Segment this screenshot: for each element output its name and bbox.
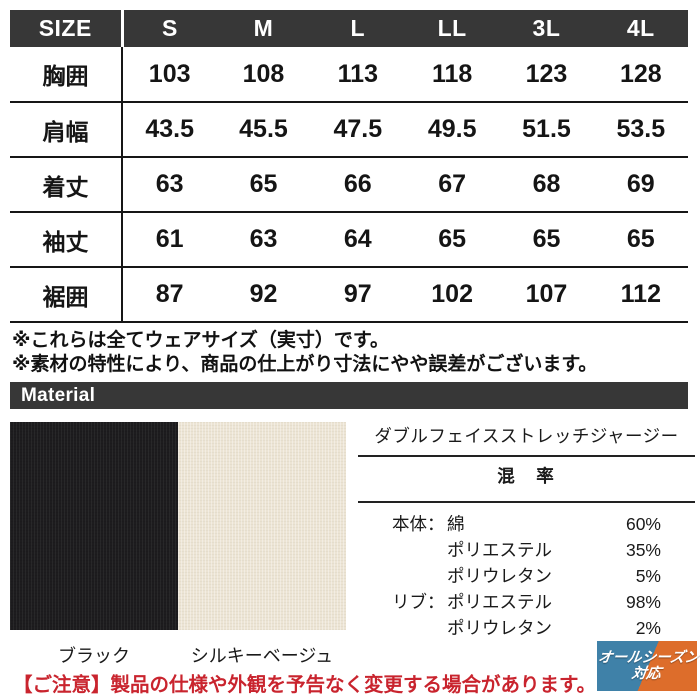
size-column-header: L bbox=[310, 10, 405, 47]
composition-percent: 60% bbox=[625, 514, 661, 534]
composition-percent: 5% bbox=[635, 566, 661, 586]
composition-material: ポリウレタン bbox=[447, 618, 552, 638]
size-note-line: ※これらは全てウェアサイズ（実寸）です。 bbox=[12, 330, 390, 351]
size-notes: ※これらは全てウェアサイズ（実寸）です。 ※素材の特性により、商品の仕上がり寸法… bbox=[12, 329, 597, 377]
measurement-value: 64 bbox=[310, 212, 405, 268]
measurement-value: 68 bbox=[499, 157, 594, 213]
composition-prefix bbox=[392, 615, 447, 641]
composition-row: ポリウレタン 5% bbox=[392, 563, 661, 589]
composition-prefix: リブ： bbox=[392, 592, 445, 612]
size-table: SIZE S M L LL 3L 4L 胸囲 103 108 113 118 123 128 肩幅 43.5… bbox=[10, 10, 688, 323]
divider-line bbox=[358, 501, 695, 503]
composition-percent: 35% bbox=[625, 540, 661, 560]
composition-material: 綿 bbox=[447, 514, 465, 534]
measurement-value: 69 bbox=[593, 157, 688, 213]
size-table-body: 胸囲 103 108 113 118 123 128 肩幅 43.5 45.5 47.5 49.5 51… bbox=[10, 47, 688, 323]
fabric-swatch: ブラック bbox=[10, 422, 178, 668]
table-row: 胸囲 103 108 113 118 123 128 bbox=[10, 47, 688, 103]
measurement-value: 113 bbox=[310, 47, 405, 103]
measurement-value: 65 bbox=[216, 157, 311, 213]
size-column-header: 4L bbox=[593, 10, 688, 47]
measurement-value: 66 bbox=[310, 157, 405, 213]
all-season-badge-text: オールシーズン 対応 bbox=[594, 650, 700, 682]
measurement-value: 87 bbox=[122, 267, 217, 323]
table-row: 肩幅 43.5 45.5 47.5 49.5 51.5 53.5 bbox=[10, 102, 688, 158]
swatch-row: ブラック シルキーベージュ bbox=[10, 422, 346, 668]
measurement-label: 裾囲 bbox=[10, 267, 123, 323]
composition-material: ポリエステル bbox=[447, 592, 552, 612]
table-row: 袖丈 61 63 64 65 65 65 bbox=[10, 212, 688, 268]
composition-prefix bbox=[392, 563, 447, 589]
fabric-name: ダブルフェイスストレッチジャージー bbox=[374, 426, 679, 446]
measurement-label: 胸囲 bbox=[10, 47, 123, 103]
swatch-color-box bbox=[10, 422, 178, 630]
measurement-label: 着丈 bbox=[10, 157, 123, 213]
size-column-header: S bbox=[122, 10, 217, 47]
composition-header: 混 率 bbox=[497, 466, 556, 486]
measurement-value: 107 bbox=[499, 267, 594, 323]
material-info-panel: ダブルフェイスストレッチジャージー 混 率 本体：綿 60% ポリエステル 35% ポリ… bbox=[358, 424, 695, 641]
badge-line2: 対応 bbox=[630, 666, 662, 682]
measurement-value: 97 bbox=[310, 267, 405, 323]
size-column-header: LL bbox=[404, 10, 500, 47]
size-column-header: 3L bbox=[499, 10, 594, 47]
measurement-value: 102 bbox=[404, 267, 500, 323]
all-season-badge: オールシーズン 対応 bbox=[594, 641, 700, 691]
composition-row: 本体：綿 60% bbox=[392, 511, 661, 537]
measurement-value: 92 bbox=[216, 267, 311, 323]
size-column-header: M bbox=[216, 10, 311, 47]
measurement-value: 118 bbox=[404, 47, 500, 103]
swatch-label: シルキーベージュ bbox=[190, 646, 334, 666]
divider-line bbox=[358, 455, 695, 457]
measurement-value: 65 bbox=[404, 212, 500, 268]
measurement-value: 103 bbox=[122, 47, 217, 103]
composition-percent: 98% bbox=[625, 592, 661, 612]
measurement-value: 45.5 bbox=[216, 102, 311, 158]
measurement-label: 肩幅 bbox=[10, 102, 123, 158]
composition-row: リブ： ポリエステル 98% bbox=[392, 589, 661, 615]
table-row: 裾囲 87 92 97 102 107 112 bbox=[10, 267, 688, 323]
fabric-swatch: シルキーベージュ bbox=[178, 422, 346, 668]
composition-prefix bbox=[392, 537, 447, 563]
composition-material: ポリウレタン bbox=[447, 566, 552, 586]
measurement-value: 65 bbox=[593, 212, 688, 268]
measurement-value: 67 bbox=[404, 157, 500, 213]
composition-percent: 2% bbox=[635, 618, 661, 638]
badge-line1: オールシーズン bbox=[596, 650, 700, 666]
measurement-value: 108 bbox=[216, 47, 311, 103]
swatch-label: ブラック bbox=[58, 646, 130, 666]
measurement-value: 123 bbox=[499, 47, 594, 103]
material-section-header: Material bbox=[10, 382, 688, 409]
composition-prefix: 本体： bbox=[392, 514, 445, 534]
measurement-value: 51.5 bbox=[499, 102, 594, 158]
measurement-value: 63 bbox=[122, 157, 217, 213]
size-table-corner-cell: SIZE bbox=[10, 10, 124, 47]
swatch-color-box bbox=[178, 422, 346, 630]
table-row: 着丈 63 65 66 67 68 69 bbox=[10, 157, 688, 213]
measurement-value: 47.5 bbox=[310, 102, 405, 158]
measurement-value: 128 bbox=[593, 47, 688, 103]
composition-material: ポリエステル bbox=[447, 540, 552, 560]
composition-row: ポリウレタン 2% bbox=[392, 615, 661, 641]
measurement-value: 43.5 bbox=[122, 102, 217, 158]
measurement-value: 53.5 bbox=[593, 102, 688, 158]
measurement-value: 65 bbox=[499, 212, 594, 268]
measurement-value: 63 bbox=[216, 212, 311, 268]
size-note-line: ※素材の特性により、商品の仕上がり寸法にやや誤差がございます。 bbox=[12, 354, 598, 375]
size-table-header-row: SIZE S M L LL 3L 4L bbox=[10, 10, 688, 47]
caution-notice: 【ご注意】製品の仕様や外観を予告なく変更する場合があります。 bbox=[13, 674, 597, 696]
measurement-label: 袖丈 bbox=[10, 212, 123, 268]
measurement-value: 49.5 bbox=[404, 102, 500, 158]
composition-table: 本体：綿 60% ポリエステル 35% ポリウレタン 5% リブ： ポリエステル 98% ポリウレ… bbox=[358, 503, 695, 641]
measurement-value: 61 bbox=[122, 212, 217, 268]
measurement-value: 112 bbox=[593, 267, 688, 323]
material-section-label: Material bbox=[21, 385, 96, 406]
composition-row: ポリエステル 35% bbox=[392, 537, 661, 563]
